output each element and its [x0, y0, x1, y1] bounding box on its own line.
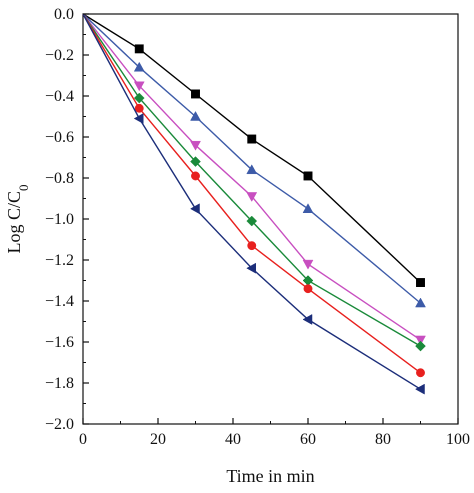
series-line	[82, 13, 421, 390]
y-axis: 0.0 −0.2 −0.4 −0.6 −0.8 −1.0 −1.2 −1.4 −1.6 −1.8 −…	[45, 6, 89, 433]
series-line	[82, 13, 421, 347]
y-axis-title: Log C/C0	[4, 184, 31, 253]
series-line	[82, 13, 421, 284]
x-tick-label: 0	[79, 431, 87, 448]
data-point	[246, 192, 258, 202]
data-point	[415, 335, 426, 346]
series-6	[82, 13, 425, 395]
x-tick-label: 80	[375, 431, 391, 448]
data-point	[247, 134, 257, 144]
data-point	[133, 113, 144, 124]
data-point	[190, 110, 201, 121]
series-line	[82, 13, 421, 341]
y-tick-label: −1.4	[45, 293, 74, 310]
series-1	[82, 13, 425, 288]
y-tick-label: −1.2	[45, 252, 74, 269]
series-line	[82, 13, 421, 304]
data-point	[190, 156, 201, 167]
y-tick-label: 0.0	[54, 6, 74, 23]
y-tick-label: −2.0	[45, 416, 74, 433]
data-point	[134, 103, 144, 113]
data-point	[190, 140, 201, 151]
series-layer	[82, 13, 426, 395]
data-point	[189, 203, 200, 215]
data-point	[246, 215, 258, 227]
series-line	[82, 13, 421, 374]
data-point	[134, 44, 144, 54]
data-point	[416, 368, 425, 378]
x-tick-label: 60	[300, 431, 316, 448]
data-point	[191, 89, 200, 99]
data-point	[303, 284, 313, 294]
y-axis-title-main: Log C/C	[4, 191, 24, 254]
data-point	[133, 92, 145, 104]
data-point	[133, 61, 145, 72]
y-tick-label: −0.6	[45, 129, 74, 146]
y-tick-label: −0.2	[45, 47, 74, 64]
y-axis-title-subscript: 0	[16, 184, 31, 191]
y-tick-label: −1.8	[45, 375, 74, 392]
data-point	[246, 262, 256, 274]
y-tick-label: −0.4	[45, 88, 74, 105]
x-axis-title: Time in min	[226, 466, 314, 486]
y-tick-label: −1.0	[45, 211, 74, 228]
data-point	[302, 259, 314, 270]
data-point	[133, 81, 145, 92]
y-tick-label: −1.6	[45, 334, 74, 351]
series-2	[82, 13, 426, 308]
series-3	[82, 13, 426, 346]
data-point	[191, 171, 200, 181]
data-point	[415, 340, 426, 352]
series-4	[82, 13, 426, 352]
data-point	[247, 241, 257, 251]
data-point	[414, 383, 425, 395]
data-point	[302, 203, 314, 213]
data-point	[303, 171, 313, 181]
series-5	[82, 13, 425, 378]
y-tick-label: −0.8	[45, 170, 74, 187]
x-tick-label: 40	[225, 431, 241, 448]
x-tick-label: 100	[446, 431, 470, 448]
plot-area	[82, 13, 459, 425]
x-tick-label: 20	[150, 431, 166, 448]
data-point	[246, 164, 258, 175]
data-point	[416, 278, 425, 288]
data-point	[302, 314, 313, 325]
data-point	[415, 297, 426, 308]
x-axis: 0 20 40 60 80 100	[79, 418, 470, 448]
